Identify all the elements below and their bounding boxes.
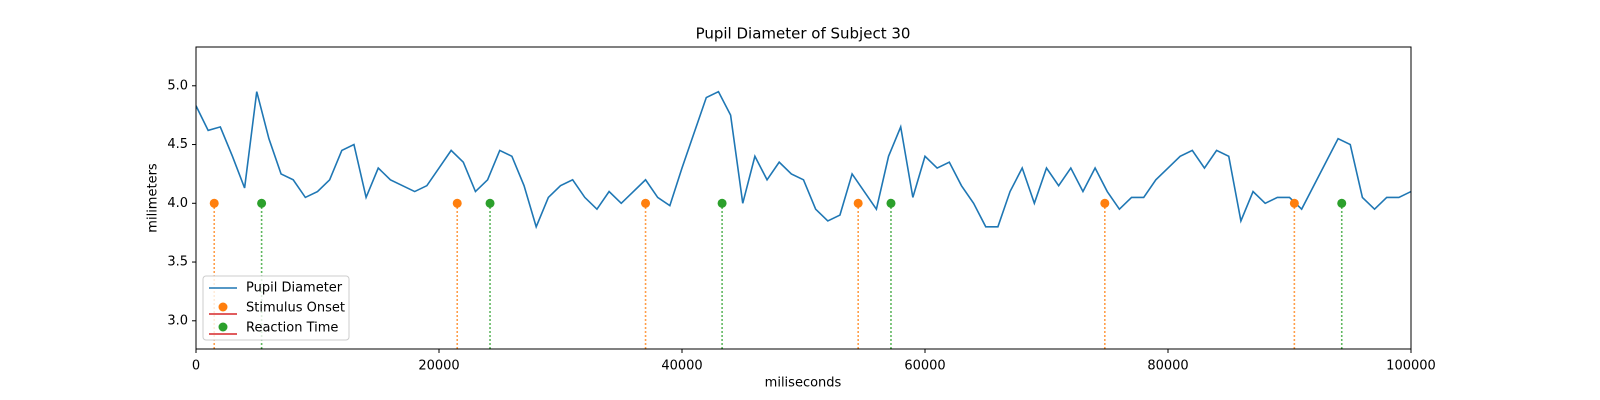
y-axis-label: milimeters: [146, 163, 161, 233]
stem-marker: [1100, 198, 1110, 208]
legend-box: [202, 275, 350, 341]
stem-marker: [853, 198, 863, 208]
legend-marker: [218, 302, 228, 312]
stem-marker: [886, 198, 896, 208]
x-tick-label: 20000: [418, 359, 459, 374]
stem-marker: [1289, 198, 1299, 208]
stem-marker: [485, 198, 495, 208]
legend-marker: [218, 322, 228, 332]
x-tick-label: 80000: [1147, 359, 1188, 374]
stem-marker: [209, 198, 219, 208]
chart-title: Pupil Diameter of Subject 30: [696, 25, 911, 43]
y-tick-label: 3.5: [167, 255, 188, 270]
x-tick-label: 100000: [1386, 359, 1436, 374]
plot-frame: [195, 46, 1412, 350]
y-tick-label: 5.0: [167, 78, 188, 93]
x-tick-label: 60000: [904, 359, 945, 374]
x-tick-label: 40000: [661, 359, 702, 374]
y-tick-label: 4.5: [167, 137, 188, 152]
pupil-line: [196, 90, 1411, 230]
stem-marker: [641, 198, 651, 208]
plot: [196, 90, 1411, 349]
x-axis-label: miliseconds: [765, 376, 842, 391]
stem-marker: [452, 198, 462, 208]
legend-label: Reaction Time: [246, 321, 338, 336]
stem-marker: [717, 198, 727, 208]
y-tick-label: 4.0: [167, 196, 188, 211]
legend-label: Stimulus Onset: [246, 301, 345, 316]
legend-label: Pupil Diameter: [246, 281, 343, 296]
x-tick-label: 0: [192, 359, 200, 374]
y-tick-label: 3.0: [167, 313, 188, 328]
stem-marker: [1337, 198, 1347, 208]
stem-marker: [257, 198, 267, 208]
